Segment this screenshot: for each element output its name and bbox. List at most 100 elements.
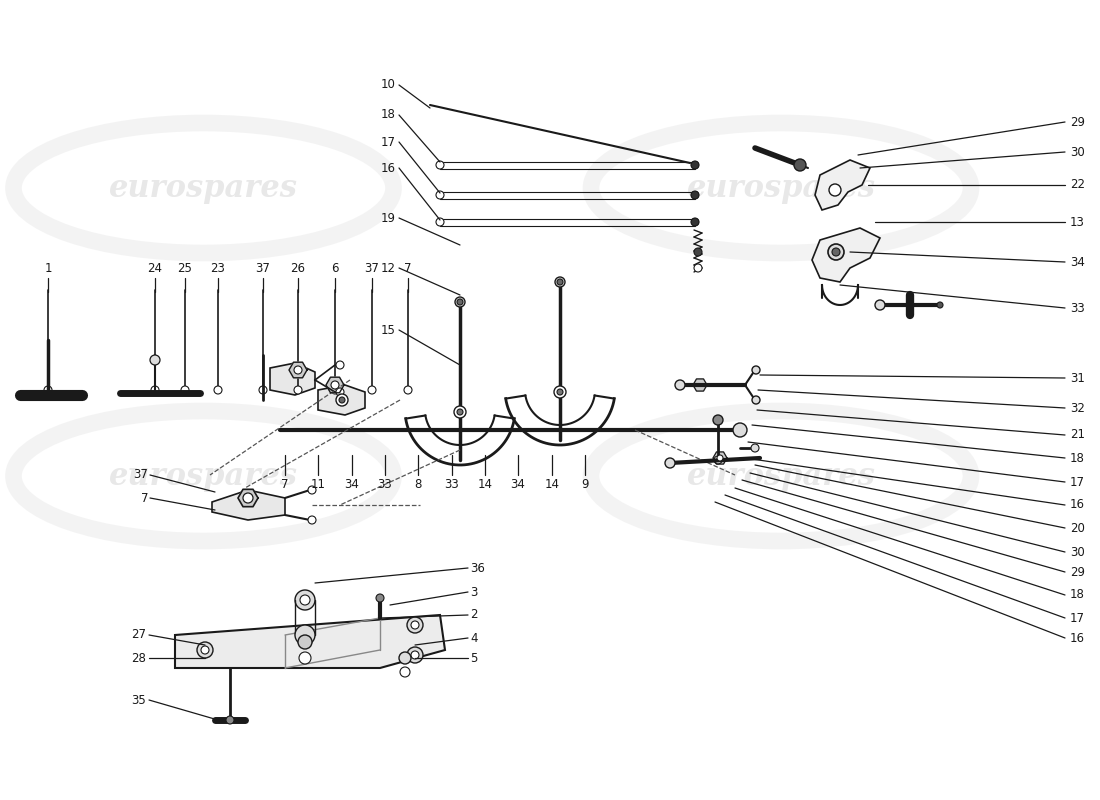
- Circle shape: [294, 366, 302, 374]
- Circle shape: [336, 394, 348, 406]
- Circle shape: [258, 386, 267, 394]
- Circle shape: [400, 667, 410, 677]
- Circle shape: [243, 493, 253, 503]
- Text: 18: 18: [1070, 589, 1085, 602]
- Text: 4: 4: [470, 631, 477, 645]
- Text: 24: 24: [147, 262, 163, 275]
- Circle shape: [438, 220, 442, 224]
- Circle shape: [436, 218, 444, 226]
- Circle shape: [399, 652, 411, 664]
- Circle shape: [692, 191, 698, 198]
- Circle shape: [717, 455, 723, 461]
- Text: 29: 29: [1070, 115, 1085, 129]
- Circle shape: [455, 297, 465, 307]
- Text: 33: 33: [1070, 302, 1085, 314]
- Text: eurospares: eurospares: [686, 173, 876, 203]
- Text: 16: 16: [1070, 631, 1085, 645]
- Text: 17: 17: [381, 135, 396, 149]
- Text: 12: 12: [381, 262, 396, 274]
- Circle shape: [201, 646, 209, 654]
- Text: 19: 19: [381, 211, 396, 225]
- Circle shape: [294, 386, 302, 394]
- Circle shape: [407, 647, 424, 663]
- Circle shape: [182, 386, 189, 394]
- Text: 28: 28: [131, 651, 146, 665]
- Polygon shape: [238, 490, 258, 506]
- Circle shape: [368, 386, 376, 394]
- Text: 31: 31: [1070, 371, 1085, 385]
- Circle shape: [376, 594, 384, 602]
- Circle shape: [436, 191, 444, 199]
- Circle shape: [691, 218, 698, 226]
- Text: 37: 37: [133, 469, 148, 482]
- Text: 16: 16: [1070, 498, 1085, 511]
- Circle shape: [691, 191, 698, 199]
- Text: 17: 17: [1070, 475, 1085, 489]
- Text: 34: 34: [510, 478, 526, 491]
- Circle shape: [331, 386, 339, 394]
- Circle shape: [666, 458, 675, 468]
- Text: 26: 26: [290, 262, 306, 275]
- Circle shape: [44, 386, 52, 394]
- Polygon shape: [815, 160, 870, 210]
- Text: 14: 14: [544, 478, 560, 491]
- Circle shape: [339, 397, 345, 403]
- Circle shape: [752, 366, 760, 374]
- Circle shape: [411, 621, 419, 629]
- Polygon shape: [713, 452, 727, 464]
- Circle shape: [752, 396, 760, 404]
- Circle shape: [828, 244, 844, 260]
- Circle shape: [714, 456, 722, 464]
- Text: 37: 37: [364, 262, 380, 275]
- Circle shape: [436, 161, 444, 169]
- Circle shape: [694, 264, 702, 272]
- Circle shape: [300, 595, 310, 605]
- Text: 33: 33: [444, 478, 460, 491]
- Polygon shape: [326, 378, 344, 393]
- Circle shape: [692, 218, 698, 226]
- Circle shape: [794, 159, 806, 171]
- Circle shape: [438, 163, 442, 167]
- Text: 8: 8: [415, 478, 421, 491]
- Text: 37: 37: [255, 262, 271, 275]
- Text: eurospares: eurospares: [109, 461, 298, 491]
- Circle shape: [411, 651, 419, 659]
- Text: 36: 36: [470, 562, 485, 574]
- Circle shape: [937, 302, 943, 308]
- Text: 11: 11: [310, 478, 326, 491]
- Polygon shape: [289, 362, 307, 378]
- Circle shape: [336, 361, 344, 369]
- Circle shape: [713, 415, 723, 425]
- Polygon shape: [318, 385, 365, 415]
- Circle shape: [456, 409, 463, 415]
- Circle shape: [331, 381, 339, 389]
- Text: 21: 21: [1070, 429, 1085, 442]
- Text: 18: 18: [1070, 451, 1085, 465]
- Text: 33: 33: [377, 478, 393, 491]
- Polygon shape: [693, 379, 707, 391]
- Circle shape: [214, 386, 222, 394]
- Circle shape: [150, 355, 160, 365]
- Circle shape: [456, 299, 463, 305]
- Circle shape: [404, 386, 412, 394]
- Text: 3: 3: [470, 586, 477, 598]
- Circle shape: [829, 184, 842, 196]
- Polygon shape: [812, 228, 880, 282]
- Text: 23: 23: [210, 262, 225, 275]
- Circle shape: [299, 652, 311, 664]
- Text: 30: 30: [1070, 546, 1085, 558]
- Polygon shape: [175, 615, 446, 668]
- Text: 22: 22: [1070, 178, 1085, 191]
- Text: 20: 20: [1070, 522, 1085, 534]
- Text: 27: 27: [131, 629, 146, 642]
- Circle shape: [308, 516, 316, 524]
- Circle shape: [308, 486, 316, 494]
- Text: 34: 34: [1070, 255, 1085, 269]
- Text: 7: 7: [141, 491, 149, 505]
- Circle shape: [197, 642, 213, 658]
- Circle shape: [692, 162, 698, 169]
- Text: 9: 9: [581, 478, 589, 491]
- Text: eurospares: eurospares: [686, 461, 876, 491]
- Text: 14: 14: [477, 478, 493, 491]
- Circle shape: [226, 716, 234, 724]
